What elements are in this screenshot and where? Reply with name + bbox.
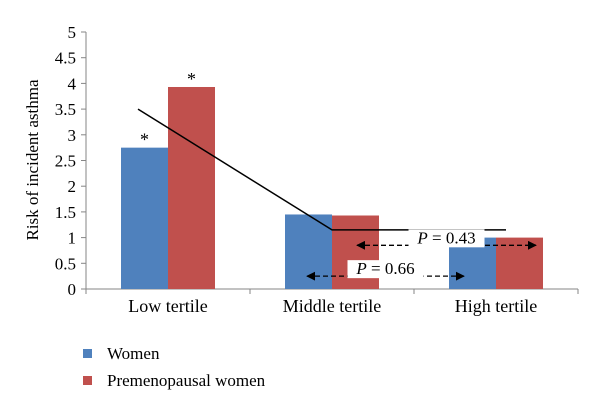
legend: Women Premenopausal women: [83, 344, 266, 390]
y-tick-label: 1.5: [55, 203, 76, 222]
p-value-label: P = 0.66: [355, 259, 414, 278]
bar-premenopausal-women: [168, 86, 215, 289]
y-tick-label: 4: [68, 74, 77, 93]
y-tick-label: 0: [68, 280, 77, 299]
legend-label: Premenopausal women: [107, 371, 266, 390]
p-value-label-bg: [408, 229, 485, 248]
p-value-label-bg: [347, 260, 424, 279]
significance-star: *: [187, 69, 196, 89]
x-tick-label: Middle tertile: [283, 296, 381, 316]
legend-swatch: [83, 376, 92, 385]
x-axis: Low tertile Middle tertile High tertile: [85, 288, 579, 316]
bars: **: [121, 69, 543, 289]
x-tick-label: Low tertile: [128, 296, 207, 316]
legend-swatch: [83, 349, 92, 358]
y-axis-label: Risk of incident asthma: [23, 79, 42, 240]
significance-star: *: [140, 130, 149, 150]
y-tick-label: 4.5: [55, 49, 76, 68]
annotations: P = 0.43P = 0.66: [306, 228, 537, 281]
y-tick-label: 0.5: [55, 254, 76, 273]
y-tick-label: 5: [68, 23, 77, 42]
y-tick-label: 3.5: [55, 100, 76, 119]
x-tick-label: High tertile: [455, 296, 537, 316]
bar-women: [121, 147, 168, 289]
y-tick-label: 1: [68, 229, 77, 248]
y-axis: 0 0.5 1 1.5 2 2.5 3 3.5 4 4.5 5: [55, 23, 87, 299]
y-tick-label: 2.5: [55, 152, 76, 171]
p-value-label: P = 0.43: [416, 228, 475, 247]
legend-label: Women: [107, 344, 160, 363]
y-tick-label: 2: [68, 177, 77, 196]
y-tick-label: 3: [68, 126, 77, 145]
